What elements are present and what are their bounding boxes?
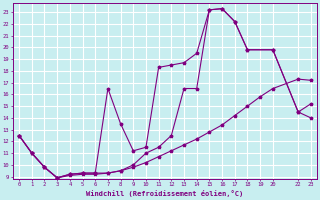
X-axis label: Windchill (Refroidissement éolien,°C): Windchill (Refroidissement éolien,°C) bbox=[86, 190, 244, 197]
